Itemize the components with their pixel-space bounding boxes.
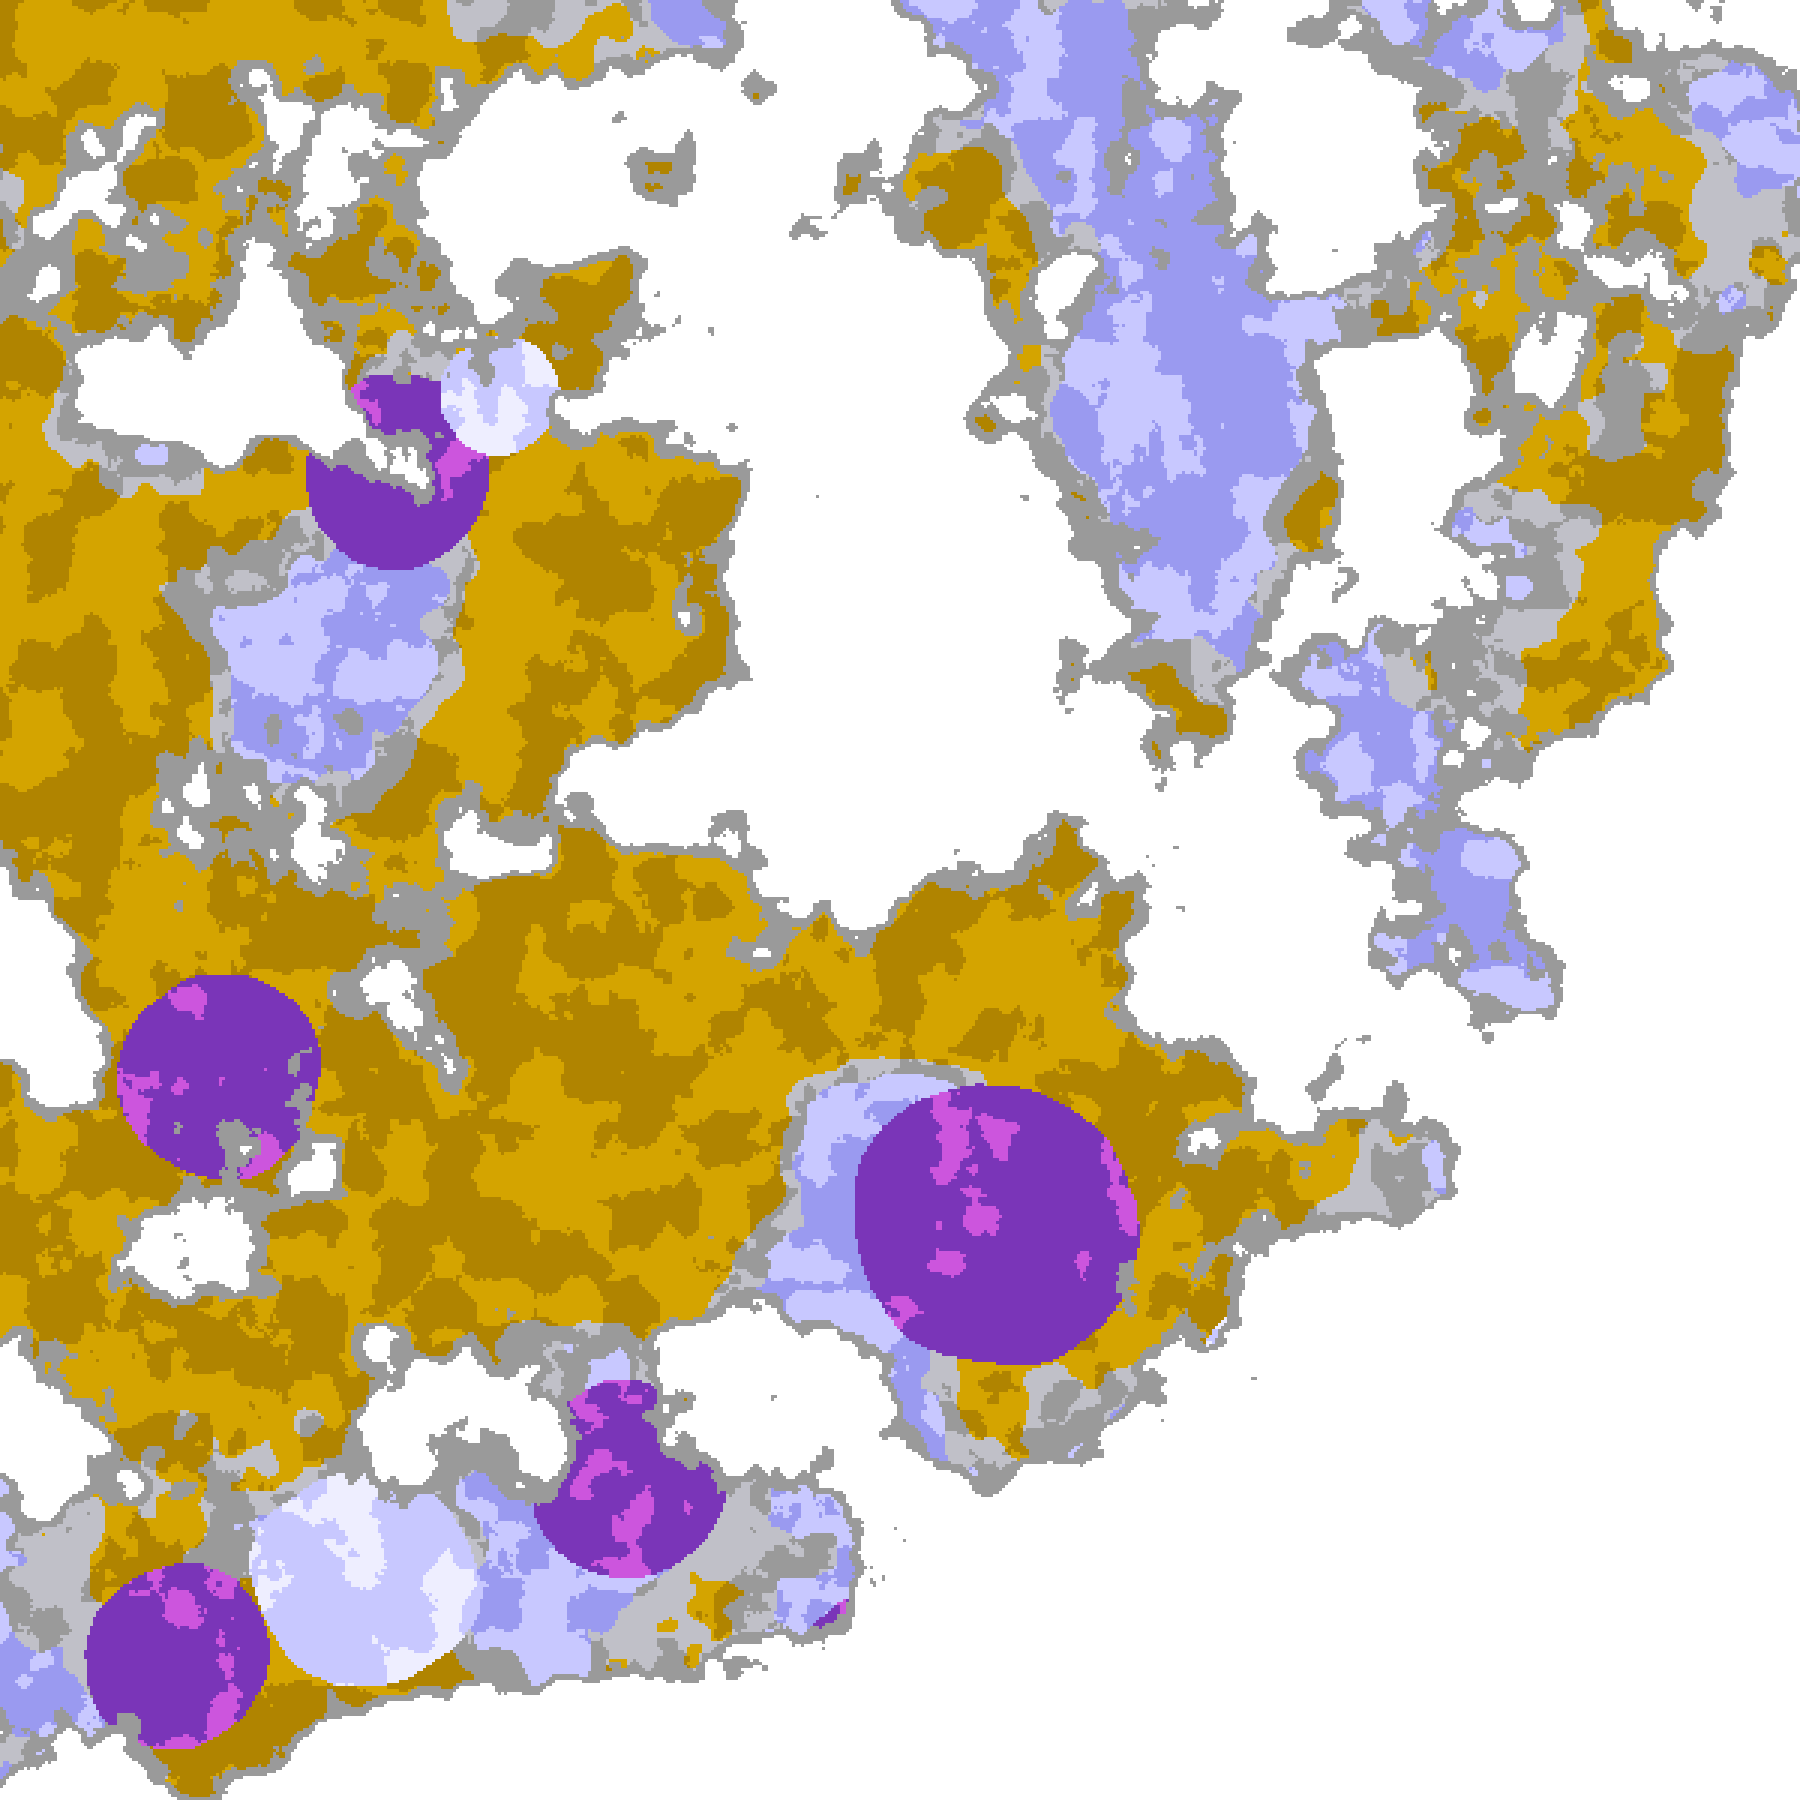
satellite-cloud-map bbox=[0, 0, 1800, 1800]
cloud-classification-raster bbox=[0, 0, 1800, 1800]
